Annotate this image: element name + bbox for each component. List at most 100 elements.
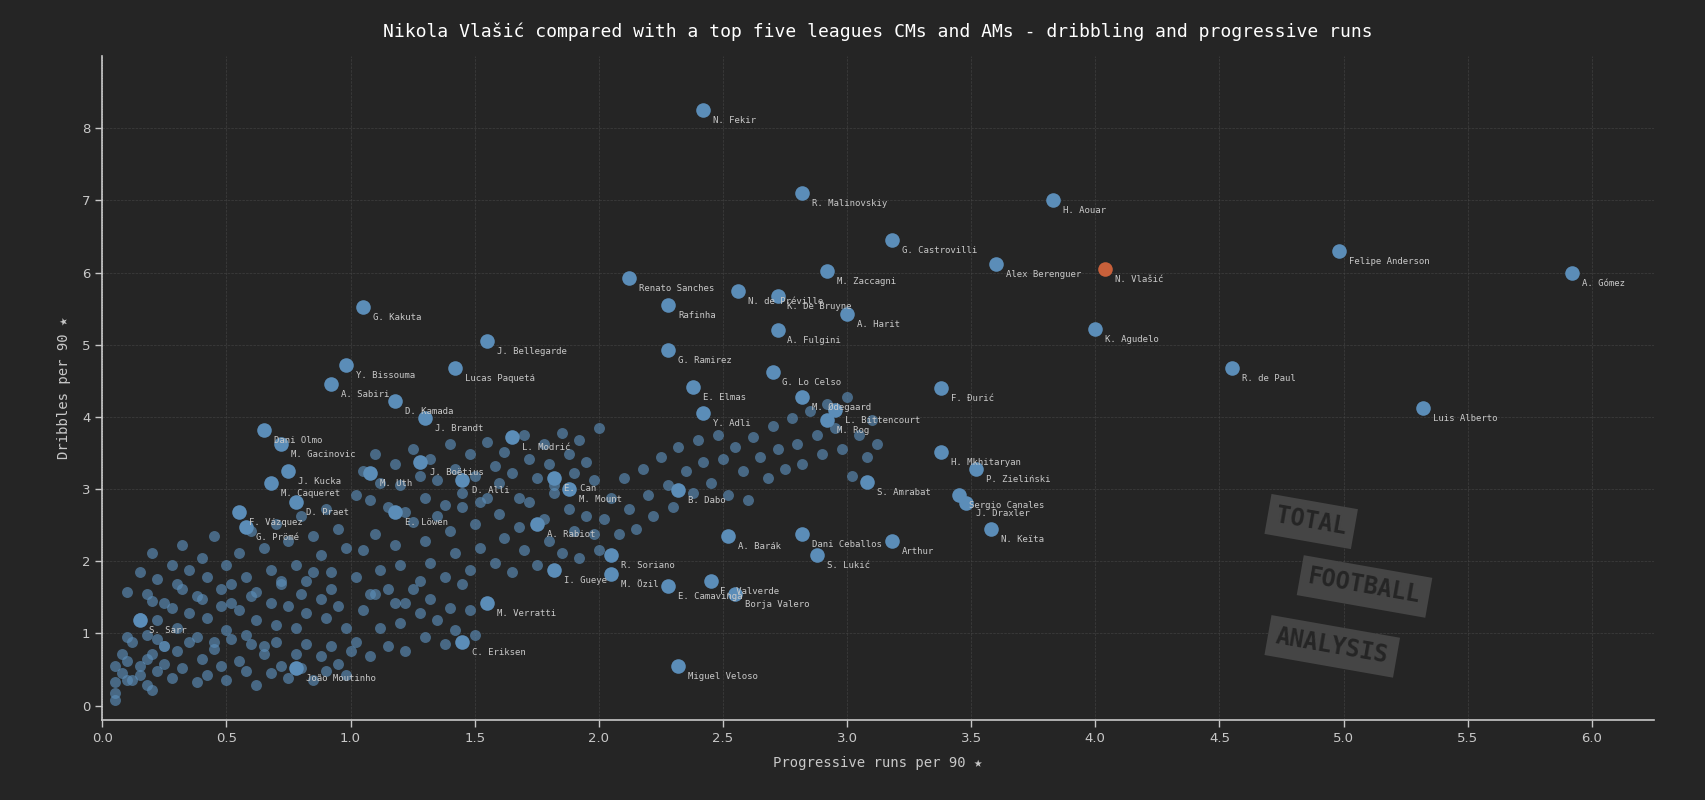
Point — [803, 429, 830, 442]
Point — [515, 496, 542, 509]
Point — [159, 558, 186, 571]
Point — [639, 510, 667, 523]
Text: M. Rog: M. Rog — [837, 426, 870, 435]
Point — [324, 658, 351, 670]
Point — [193, 570, 220, 583]
Point — [317, 582, 344, 595]
Point — [232, 520, 259, 533]
Text: Y. Adli: Y. Adli — [713, 419, 750, 428]
Text: Arthur: Arthur — [902, 547, 934, 556]
Point — [208, 582, 235, 595]
Text: L. Bittencourt: L. Bittencourt — [844, 416, 919, 425]
Point — [411, 491, 438, 504]
Text: M. Zaccagni: M. Zaccagni — [837, 277, 897, 286]
Point — [251, 647, 278, 660]
Point — [535, 458, 563, 470]
Point — [182, 590, 210, 602]
Point — [1410, 402, 1437, 414]
Point — [764, 324, 791, 337]
Text: D. Praet: D. Praet — [305, 508, 350, 517]
Text: E. Camavinga: E. Camavinga — [679, 593, 743, 602]
Text: Lucas Paquetá: Lucas Paquetá — [465, 374, 535, 382]
Point — [307, 650, 334, 663]
Point — [561, 466, 588, 479]
Point — [138, 647, 165, 660]
Point — [213, 558, 240, 571]
Point — [350, 604, 377, 617]
Point — [442, 462, 469, 475]
Text: M. Uth: M. Uth — [380, 479, 413, 488]
Point — [411, 630, 438, 643]
Point — [714, 530, 742, 542]
Point — [292, 606, 319, 619]
Point — [373, 501, 401, 514]
Point — [257, 477, 285, 490]
Point — [416, 592, 443, 605]
Point — [436, 602, 464, 614]
Point — [822, 403, 849, 416]
Text: R. Malinovskiy: R. Malinovskiy — [812, 199, 888, 208]
Point — [126, 566, 153, 578]
Point — [237, 638, 264, 650]
Text: E. Löwen: E. Löwen — [406, 518, 448, 527]
Point — [406, 455, 433, 468]
Point — [399, 515, 426, 528]
Point — [796, 405, 824, 418]
Point — [317, 378, 344, 390]
Point — [193, 669, 220, 682]
Point — [237, 590, 264, 602]
Point — [317, 566, 344, 578]
Point — [697, 575, 725, 588]
Point — [188, 592, 215, 605]
Text: Borja Valero: Borja Valero — [745, 600, 810, 609]
Point — [411, 534, 438, 547]
Point — [257, 666, 285, 679]
Point — [312, 503, 339, 516]
Point — [268, 578, 295, 590]
Text: R. Soriano: R. Soriano — [621, 562, 675, 570]
Point — [263, 636, 290, 649]
Point — [283, 662, 310, 674]
Point — [416, 452, 443, 465]
Point — [863, 438, 890, 450]
Point — [268, 659, 295, 672]
Point — [367, 622, 394, 634]
Point — [356, 587, 384, 600]
Point — [672, 465, 699, 478]
Text: F. Đurić: F. Đurić — [951, 394, 994, 403]
Point — [474, 334, 501, 347]
Text: A. Fulgini: A. Fulgini — [788, 336, 841, 346]
Text: L. Modrić: L. Modrić — [522, 443, 569, 452]
Point — [735, 494, 762, 506]
Point — [138, 683, 165, 696]
Point — [169, 662, 196, 674]
Point — [114, 674, 142, 686]
Point — [498, 566, 525, 578]
Point — [1081, 322, 1108, 335]
Point — [164, 578, 191, 590]
Text: FOOTBALL: FOOTBALL — [1306, 565, 1422, 608]
Point — [387, 558, 414, 571]
Point — [535, 534, 563, 547]
Point — [251, 423, 278, 436]
Point — [597, 491, 624, 504]
Point — [263, 618, 290, 631]
Point — [343, 636, 370, 649]
Point — [474, 436, 501, 449]
Point — [566, 551, 593, 564]
Point — [878, 534, 905, 547]
Point — [350, 465, 377, 478]
Point — [324, 522, 351, 535]
Point — [218, 597, 246, 610]
Point — [143, 573, 170, 586]
Point — [182, 630, 210, 643]
Point — [361, 448, 389, 461]
Point — [218, 633, 246, 646]
Point — [822, 422, 849, 434]
Point — [213, 623, 240, 636]
Point — [764, 290, 791, 302]
Point — [114, 630, 142, 643]
Point — [251, 640, 278, 653]
Point — [803, 549, 830, 562]
Point — [268, 575, 295, 588]
